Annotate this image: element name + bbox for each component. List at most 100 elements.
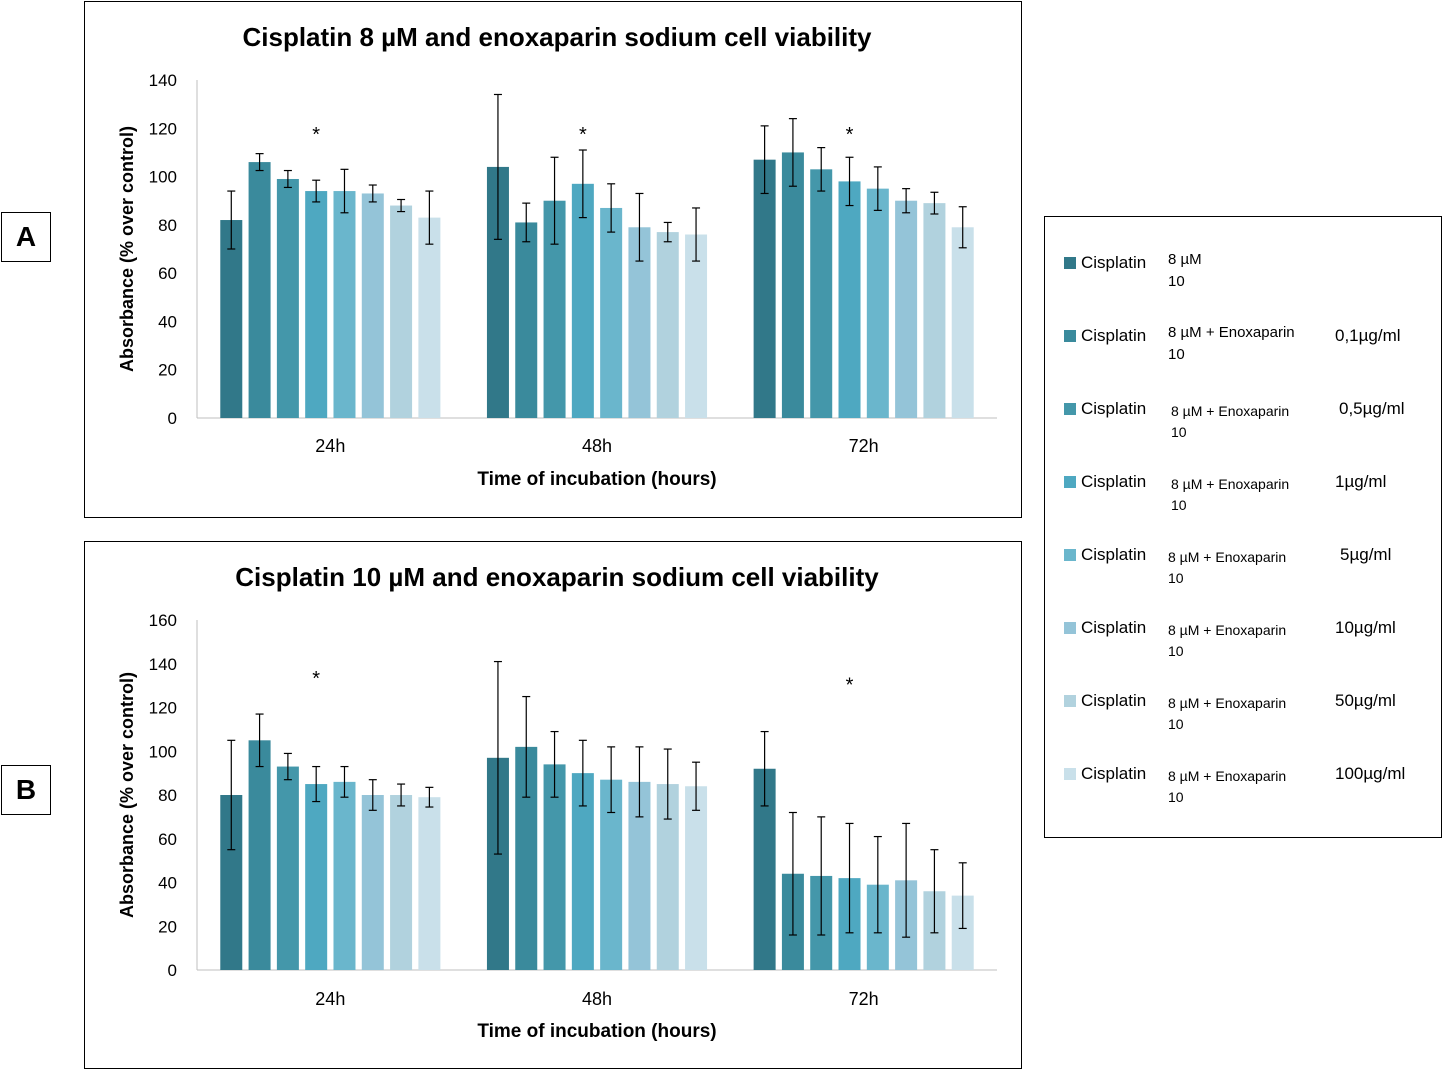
legend-item: Cisplatin 8 µM 10 bbox=[1045, 227, 1441, 290]
x-axis-title: Time of incubation (hours) bbox=[477, 1021, 716, 1042]
chart-panel-a: Cisplatin 8 µM and enoxaparin sodium cel… bbox=[84, 1, 1022, 518]
legend-swatch bbox=[1064, 403, 1076, 415]
legend-item: Cisplatin 8 µM + Enoxaparin 10 1µg/ml bbox=[1045, 446, 1441, 513]
bar bbox=[810, 169, 833, 418]
x-tick-label: 24h bbox=[315, 989, 345, 1009]
legend-concentration: 0,1µg/ml bbox=[1335, 326, 1401, 345]
legend-swatch bbox=[1064, 622, 1076, 634]
significance-marker: * bbox=[579, 124, 587, 146]
bar bbox=[361, 795, 384, 970]
y-tick-label: 20 bbox=[158, 917, 177, 936]
legend-swatch bbox=[1064, 257, 1076, 269]
bar bbox=[838, 181, 861, 418]
bar bbox=[361, 193, 384, 418]
y-tick-label: 60 bbox=[158, 264, 177, 283]
panel-b-label: B bbox=[1, 765, 51, 815]
legend-concentration: 1µg/ml bbox=[1335, 472, 1387, 491]
legend-swatch bbox=[1064, 330, 1076, 342]
legend-drug: Cisplatin bbox=[1081, 253, 1147, 272]
bar bbox=[418, 217, 441, 418]
legend-dose: 8 µM + Enoxaparin 10 bbox=[1168, 324, 1295, 363]
x-tick-label: 72h bbox=[849, 989, 879, 1009]
chart-a-svg: Cisplatin 8 µM and enoxaparin sodium cel… bbox=[117, 22, 997, 490]
legend-drug: Cisplatin bbox=[1081, 326, 1147, 345]
bar bbox=[951, 895, 974, 970]
y-tick-label: 120 bbox=[149, 699, 177, 718]
legend-concentration: 50µg/ml bbox=[1335, 691, 1396, 710]
bar bbox=[418, 797, 441, 970]
bar bbox=[248, 740, 271, 970]
bar bbox=[305, 191, 328, 418]
legend-dose: 8 µM 10 bbox=[1168, 251, 1202, 290]
legend-drug: Cisplatin bbox=[1081, 618, 1147, 637]
y-tick-label: 100 bbox=[149, 168, 177, 187]
y-tick-label: 140 bbox=[149, 655, 177, 674]
y-tick-label: 120 bbox=[149, 119, 177, 138]
bar bbox=[951, 227, 974, 418]
chart-title: Cisplatin 10 µM and enoxaparin sodium ce… bbox=[235, 562, 879, 592]
chart-title: Cisplatin 8 µM and enoxaparin sodium cel… bbox=[242, 22, 872, 52]
significance-marker: * bbox=[312, 124, 320, 146]
y-tick-label: 60 bbox=[158, 830, 177, 849]
legend-drug: Cisplatin bbox=[1081, 545, 1147, 564]
chart-panel-b: Cisplatin 10 µM and enoxaparin sodium ce… bbox=[84, 541, 1022, 1069]
bar bbox=[333, 191, 356, 418]
legend-concentration: 0,5µg/ml bbox=[1339, 399, 1405, 418]
legend-swatch bbox=[1064, 549, 1076, 561]
legend-dose: 8 µM + Enoxaparin 10 bbox=[1168, 695, 1287, 732]
bar bbox=[248, 162, 271, 418]
y-axis-title: Absorbance (% over control) bbox=[117, 126, 137, 372]
y-tick-label: 40 bbox=[158, 874, 177, 893]
bar bbox=[866, 188, 889, 418]
legend-dose: 8 µM + Enoxaparin 10 bbox=[1171, 476, 1290, 513]
bar bbox=[276, 766, 299, 970]
legend-item: Cisplatin 8 µM + Enoxaparin 10 10µg/ml bbox=[1045, 592, 1441, 659]
bar bbox=[305, 784, 328, 970]
bar bbox=[656, 784, 679, 970]
bar bbox=[895, 200, 918, 418]
y-tick-label: 0 bbox=[168, 961, 177, 980]
legend-item: Cisplatin 8 µM + Enoxaparin 10 0,1µg/ml bbox=[1045, 300, 1441, 363]
bar bbox=[390, 795, 413, 970]
legend-drug: Cisplatin bbox=[1081, 764, 1147, 783]
legend-concentration: 10µg/ml bbox=[1335, 618, 1396, 637]
significance-marker: * bbox=[312, 668, 320, 690]
x-tick-label: 48h bbox=[582, 436, 612, 456]
bar bbox=[753, 159, 776, 418]
y-tick-label: 20 bbox=[158, 361, 177, 380]
legend-dose: 8 µM + Enoxaparin 10 bbox=[1168, 622, 1287, 659]
legend-swatch bbox=[1064, 695, 1076, 707]
bar bbox=[628, 227, 651, 418]
significance-marker: * bbox=[846, 674, 854, 696]
bar bbox=[486, 757, 509, 970]
y-axis-title: Absorbance (% over control) bbox=[117, 672, 137, 918]
legend-item: Cisplatin 8 µM + Enoxaparin 10 0,5µg/ml bbox=[1045, 373, 1441, 440]
bar bbox=[600, 779, 623, 970]
y-tick-label: 140 bbox=[149, 71, 177, 90]
bar bbox=[220, 795, 243, 970]
y-tick-label: 80 bbox=[158, 216, 177, 235]
bar bbox=[486, 166, 509, 418]
x-tick-label: 48h bbox=[582, 989, 612, 1009]
legend-concentration: 5µg/ml bbox=[1340, 545, 1392, 564]
y-tick-label: 80 bbox=[158, 786, 177, 805]
legend: Cisplatin 8 µM 10 Cisplatin 8 µM + Enoxap… bbox=[1044, 216, 1442, 838]
legend-dose: 8 µM + Enoxaparin 10 bbox=[1168, 549, 1287, 586]
y-tick-label: 40 bbox=[158, 312, 177, 331]
y-tick-label: 100 bbox=[149, 742, 177, 761]
bar bbox=[571, 773, 594, 970]
bar bbox=[923, 203, 946, 418]
y-tick-label: 0 bbox=[168, 409, 177, 428]
legend-dose: 8 µM + Enoxaparin 10 bbox=[1168, 768, 1287, 805]
bar bbox=[543, 764, 566, 970]
legend-swatch bbox=[1064, 476, 1076, 488]
x-tick-label: 24h bbox=[315, 436, 345, 456]
bar bbox=[600, 207, 623, 418]
bar bbox=[276, 178, 299, 418]
y-tick-label: 160 bbox=[149, 611, 177, 630]
bar bbox=[515, 746, 538, 970]
bar bbox=[753, 768, 776, 970]
legend-item: Cisplatin 8 µM + Enoxaparin 10 100µg/ml bbox=[1045, 738, 1441, 805]
bar bbox=[220, 220, 243, 418]
bar bbox=[333, 781, 356, 970]
